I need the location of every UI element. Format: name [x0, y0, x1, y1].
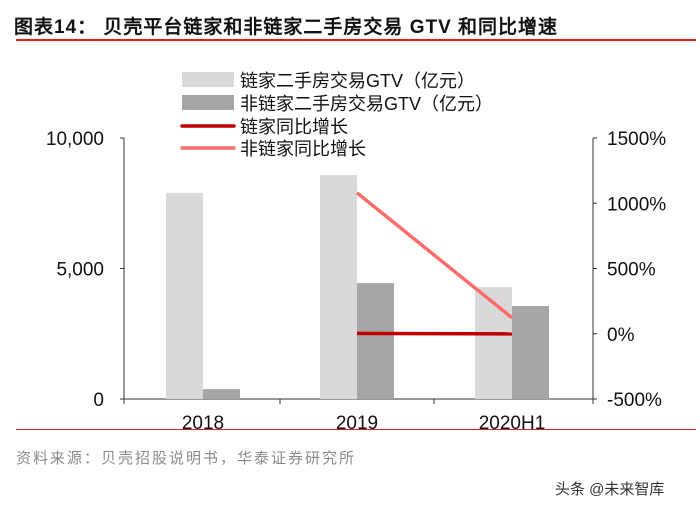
- bar-non-lianjia: [512, 306, 549, 399]
- right-tick-label: 0%: [607, 325, 635, 346]
- x-tick-label: 2020H1: [479, 413, 546, 434]
- left-tick-label: 5,000: [56, 260, 104, 281]
- legend-label: 链家同比增长: [240, 117, 348, 137]
- chart-title: 图表14： 贝壳平台链家和非链家二手房交易 GTV 和同比增速: [14, 17, 559, 38]
- legend-label: 非链家同比增长: [240, 139, 366, 159]
- line-lianjia-yoy: [356, 331, 513, 336]
- bar-non-lianjia: [357, 283, 394, 399]
- bar-lianjia: [475, 287, 512, 399]
- legend-label: 链家二手房交易GTV（亿元）: [240, 71, 475, 91]
- title-divider: [16, 39, 696, 41]
- x-tick-label: 2018: [182, 413, 224, 434]
- bar-lianjia: [166, 192, 203, 399]
- left-tick-label: 0: [93, 390, 104, 411]
- legend-swatch: [182, 72, 234, 87]
- right-tick-label: 1000%: [607, 194, 666, 215]
- legend-label: 非链家二手房交易GTV（亿元）: [240, 94, 493, 114]
- source-note: 资料来源：贝壳招股说明书，华泰证券研究所: [16, 450, 357, 467]
- chart: 0 5,000 10,000 -500% 0% 500% 1000% 1500% 2018 201…: [46, 71, 666, 434]
- line-non-lianjia-yoy: [355, 191, 514, 320]
- x-tick-label: 2019: [336, 413, 378, 434]
- bar-non-lianjia: [203, 389, 240, 399]
- left-tick-label: 10,000: [46, 129, 104, 150]
- right-tick-label: 500%: [607, 260, 656, 281]
- bar-lianjia: [320, 175, 357, 399]
- right-tick-label: 1500%: [607, 129, 666, 150]
- legend-swatch: [182, 95, 234, 110]
- right-tick-label: -500%: [607, 390, 662, 411]
- watermark: 头条 @未来智库: [555, 481, 665, 498]
- footer-divider: [16, 429, 696, 430]
